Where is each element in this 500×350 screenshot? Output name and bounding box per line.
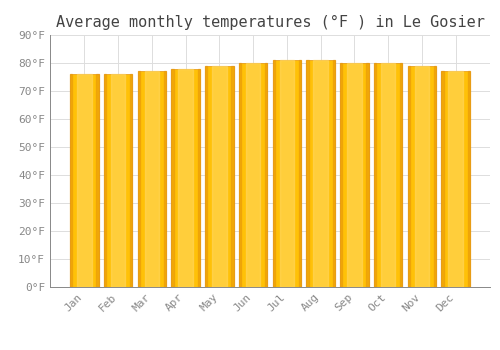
Bar [468, 71, 470, 287]
Bar [205, 66, 208, 287]
Bar [77, 74, 92, 287]
Bar [239, 63, 268, 287]
Bar [172, 69, 173, 287]
Bar [434, 66, 436, 287]
Bar [408, 66, 410, 287]
Bar [265, 63, 268, 287]
Bar [299, 60, 301, 287]
Bar [306, 60, 335, 287]
Bar [144, 71, 159, 287]
Bar [448, 71, 463, 287]
Bar [212, 66, 226, 287]
Bar [104, 74, 106, 287]
Bar [272, 60, 301, 287]
Bar [374, 63, 402, 287]
Bar [340, 63, 368, 287]
Bar [164, 71, 166, 287]
Bar [138, 71, 140, 287]
Bar [130, 74, 132, 287]
Bar [96, 74, 98, 287]
Bar [232, 66, 234, 287]
Bar [172, 69, 200, 287]
Bar [246, 63, 260, 287]
Bar [374, 63, 376, 287]
Bar [442, 71, 444, 287]
Bar [138, 71, 166, 287]
Bar [280, 60, 294, 287]
Bar [70, 74, 72, 287]
Bar [306, 60, 308, 287]
Bar [340, 63, 342, 287]
Bar [414, 66, 429, 287]
Bar [347, 63, 362, 287]
Bar [400, 63, 402, 287]
Bar [381, 63, 396, 287]
Bar [272, 60, 275, 287]
Bar [70, 74, 98, 287]
Bar [104, 74, 132, 287]
Bar [332, 60, 335, 287]
Bar [239, 63, 241, 287]
Bar [408, 66, 436, 287]
Bar [178, 69, 193, 287]
Title: Average monthly temperatures (°F ) in Le Gosier: Average monthly temperatures (°F ) in Le… [56, 15, 484, 30]
Bar [314, 60, 328, 287]
Bar [205, 66, 234, 287]
Bar [442, 71, 470, 287]
Bar [198, 69, 200, 287]
Bar [111, 74, 126, 287]
Bar [366, 63, 368, 287]
